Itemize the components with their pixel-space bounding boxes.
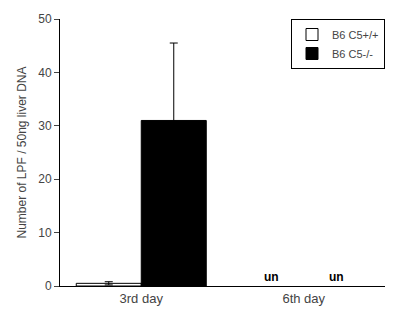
svg-text:un: un [264,270,279,284]
svg-text:0: 0 [45,279,52,293]
svg-text:B6 C5-/-: B6 C5-/- [332,48,373,60]
svg-text:50: 50 [38,12,52,26]
svg-text:3rd day: 3rd day [120,291,164,306]
svg-text:B6 C5+/+: B6 C5+/+ [332,29,378,41]
svg-text:20: 20 [38,172,52,186]
svg-text:un: un [329,270,344,284]
svg-text:10: 10 [38,226,52,240]
svg-text:30: 30 [38,119,52,133]
svg-text:Number of LPF / 50ng liver DNA: Number of LPF / 50ng liver DNA [15,66,29,238]
svg-text:40: 40 [38,66,52,80]
svg-text:6th day: 6th day [282,291,325,306]
